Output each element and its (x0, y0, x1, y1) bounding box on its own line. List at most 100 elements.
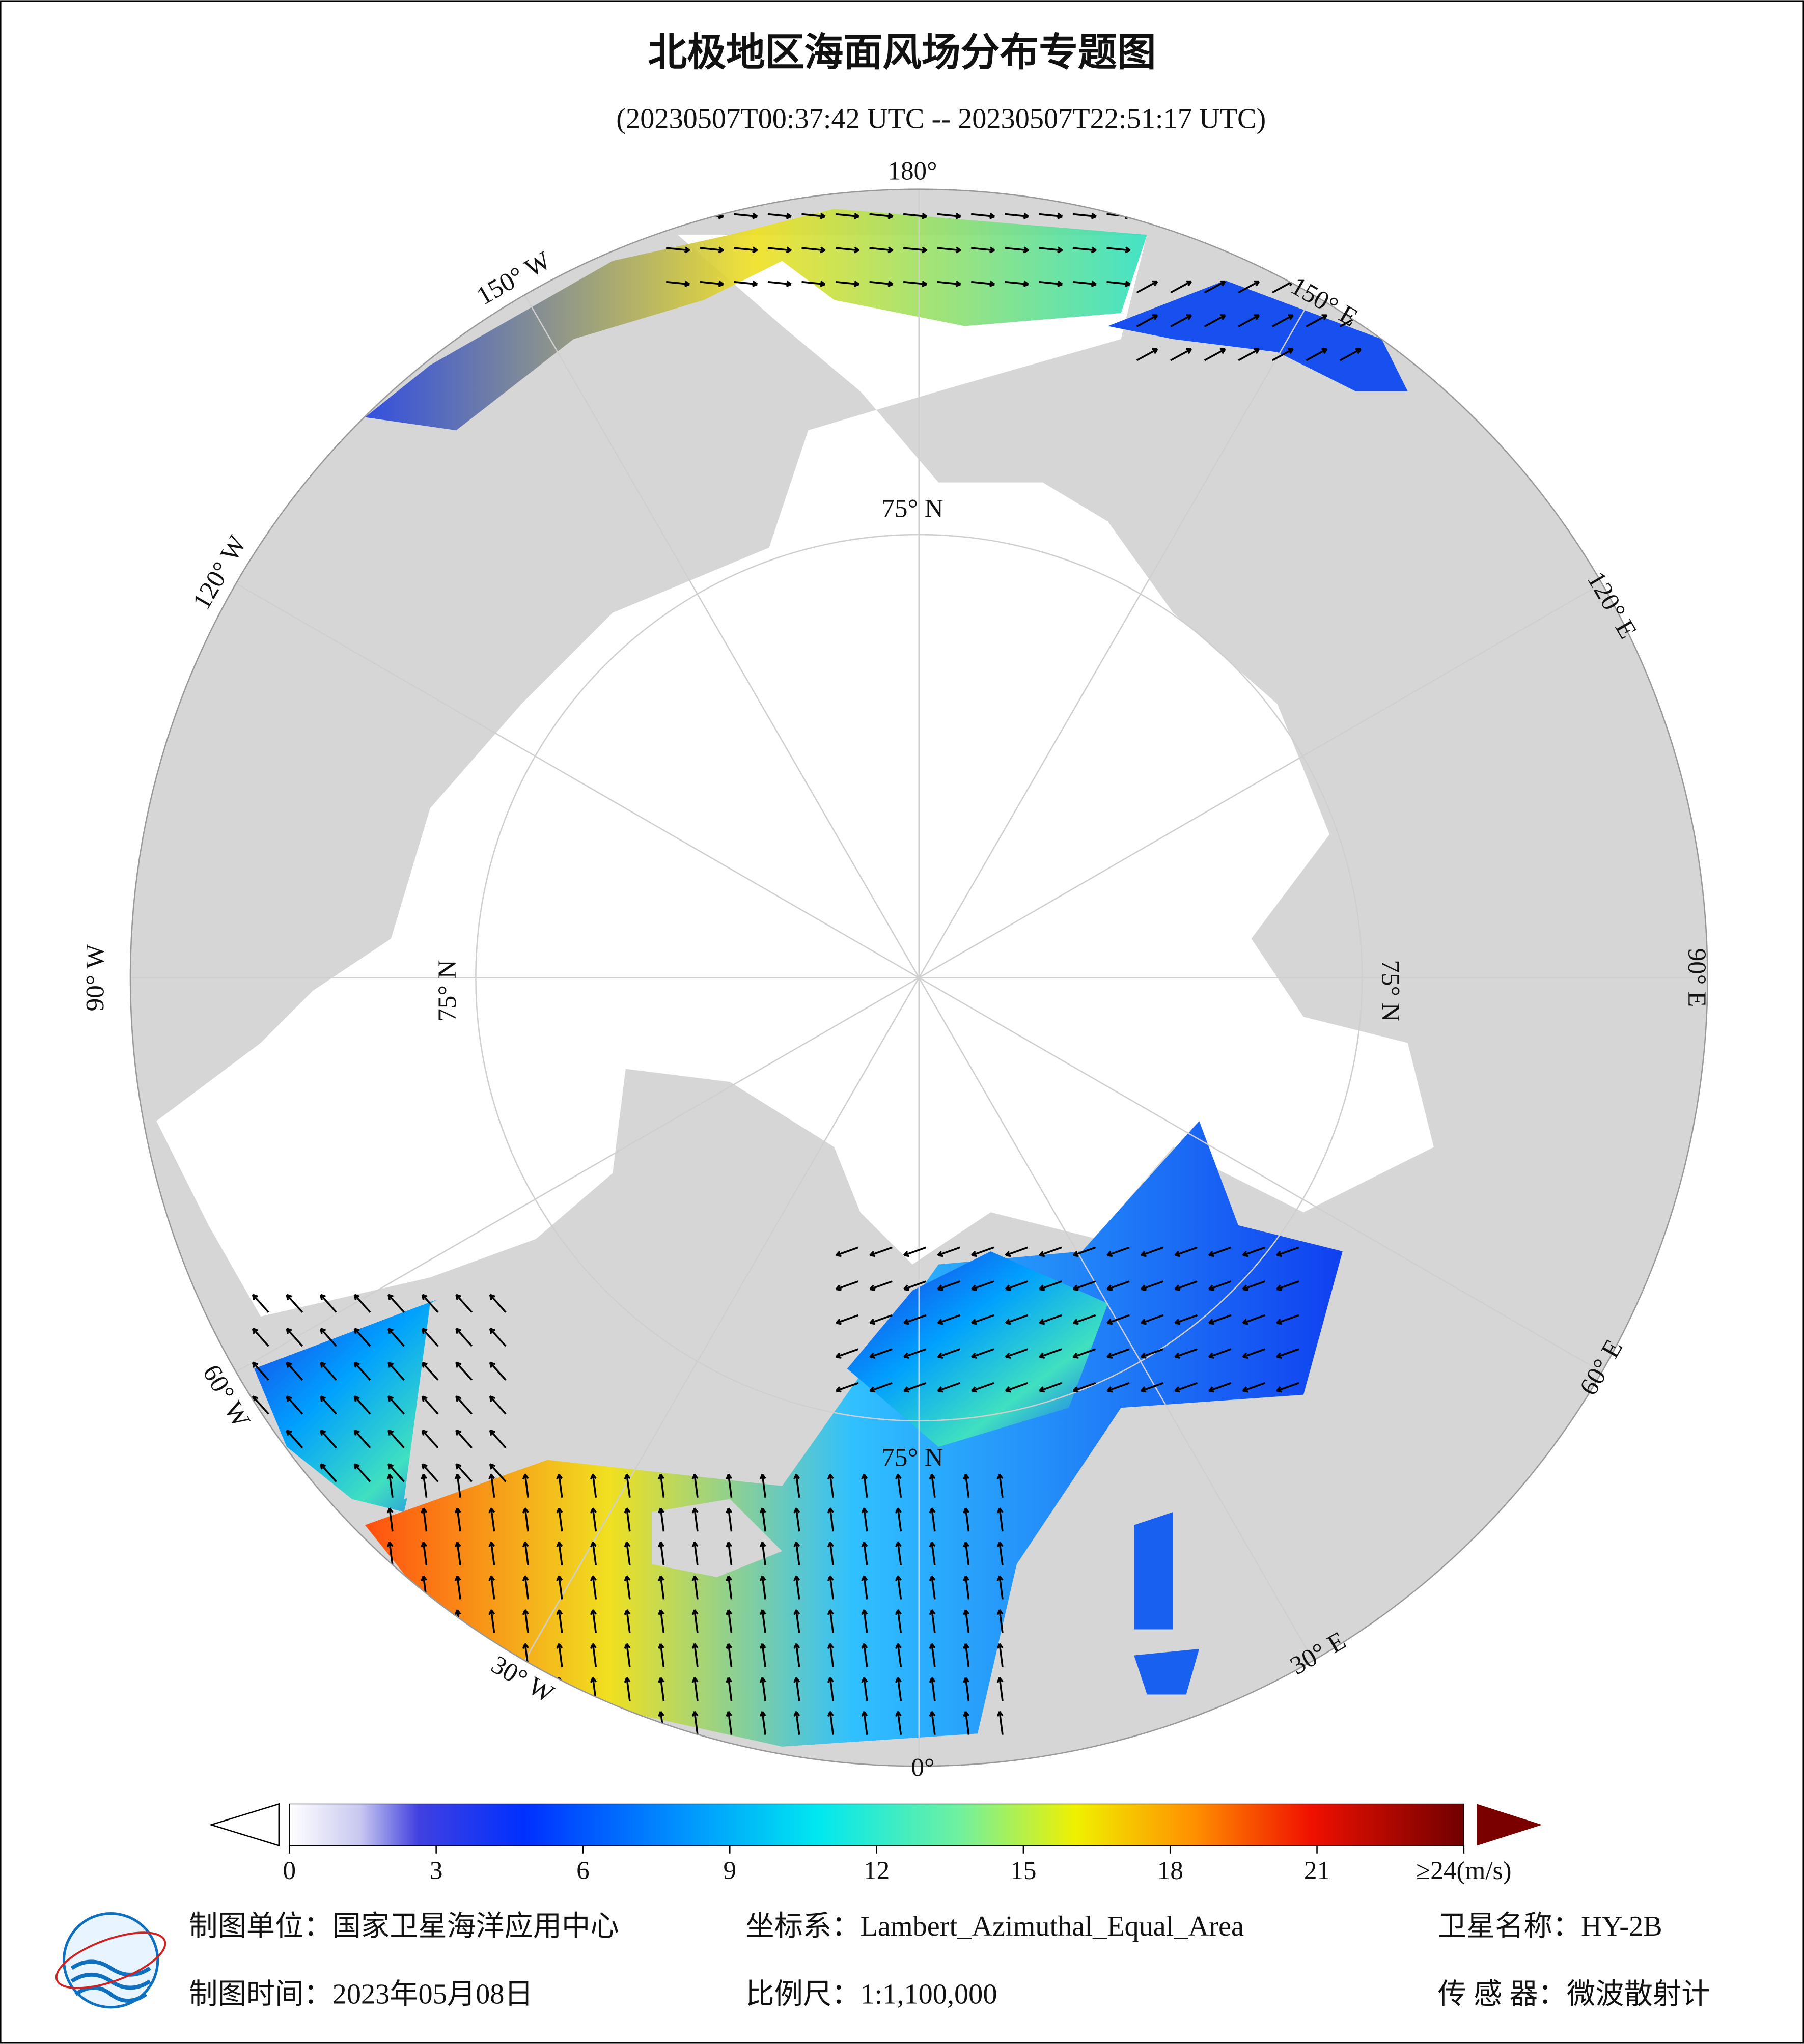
wind-arrow (1106, 1348, 1130, 1359)
wind-arrow (759, 1575, 766, 1600)
footer-text: 传 感 器：微波散射计 (1438, 1978, 1710, 2010)
wind-arrow (1242, 1280, 1266, 1291)
wind-arrow (658, 1609, 665, 1634)
wind-arrow (1136, 314, 1158, 327)
wind-arrow (1072, 1246, 1096, 1257)
wind-arrow (1072, 1382, 1096, 1393)
wind-arrow (386, 1677, 394, 1701)
wind-arrow (827, 1711, 835, 1735)
wind-arrow (835, 281, 859, 287)
wind-arrow (1276, 1280, 1299, 1291)
wind-arrow (929, 1575, 936, 1600)
graticule (524, 294, 920, 978)
wind-arrow (454, 1542, 461, 1566)
wind-arrow (1072, 281, 1097, 287)
wind-arrow (421, 1507, 428, 1532)
wind-arrow (421, 1328, 439, 1347)
wind-arrow (454, 1609, 461, 1634)
wind-arrow (861, 1542, 868, 1566)
wind-arrow (691, 1643, 699, 1667)
wind-arrow (835, 1314, 859, 1325)
wind-arrow (726, 1711, 733, 1735)
wind-arrow (488, 1711, 495, 1735)
wind-arrow (793, 1711, 800, 1735)
wind-arrow (1039, 1280, 1062, 1291)
wind-arrow (590, 1542, 597, 1566)
wind-arrow (869, 281, 894, 287)
wind-arrow (726, 1473, 733, 1498)
wind-arrow (903, 212, 928, 219)
wind-arrow (1106, 1246, 1130, 1257)
graticule (919, 977, 1602, 1373)
wind-arrow (666, 212, 690, 219)
wind-arrow (1174, 1246, 1198, 1257)
graticule (235, 582, 920, 978)
greenland (404, 1069, 835, 1499)
graticule-label: 75° N (1376, 960, 1405, 1021)
wind-arrow (869, 1280, 893, 1291)
wind-arrow (522, 1575, 529, 1600)
wind-arrow (386, 1473, 394, 1498)
wind-field (1107, 280, 1408, 391)
wind-arrow (759, 1711, 766, 1735)
wind-arrow (590, 1473, 597, 1498)
wind-arrow (971, 1280, 994, 1291)
wind-arrow (835, 246, 859, 254)
wind-arrow (971, 1246, 994, 1257)
wind-field (847, 1251, 1108, 1447)
wind-arrow (1072, 212, 1097, 219)
wind-arrow (252, 1294, 269, 1313)
wind-arrow (726, 1643, 733, 1667)
wind-arrow (658, 1677, 665, 1701)
wind-arrow (1039, 1314, 1062, 1325)
wind-arrow (793, 1542, 800, 1566)
wind-arrow (759, 1677, 766, 1701)
wind-arrow (793, 1609, 800, 1634)
wind-arrow (895, 1711, 902, 1735)
graticule-label: 90° E (1682, 948, 1711, 1007)
graticule-label: 180° (887, 157, 937, 186)
wind-arrow (658, 1473, 665, 1498)
wind-arrow (1306, 348, 1328, 361)
wind-arrow (903, 1314, 927, 1325)
wind-arrow (1005, 246, 1029, 254)
wind-arrow (454, 1643, 461, 1667)
wind-arrow (454, 1575, 461, 1600)
wind-arrow (522, 1507, 529, 1532)
wind-arrow (869, 1382, 893, 1393)
wind-arrow (421, 1542, 428, 1566)
wind-arrow (320, 1429, 337, 1449)
wind-arrow (455, 1361, 473, 1381)
wind-arrow (658, 1575, 665, 1600)
wind-arrow (1238, 280, 1260, 294)
wind-arrow (759, 1643, 766, 1667)
map (130, 189, 1708, 1767)
wind-arrow (386, 1643, 394, 1667)
wind-arrow (869, 1348, 893, 1359)
wind-arrow (489, 1294, 507, 1313)
wind-arrow (386, 1575, 394, 1600)
wind-arrow (421, 1429, 439, 1449)
wind-arrow (666, 246, 690, 254)
wind-arrow (353, 1463, 371, 1482)
wind-arrow (1204, 314, 1226, 327)
colorbar-tick-label: 9 (723, 1856, 736, 1885)
wind-arrow (522, 1473, 529, 1498)
wind-arrow (252, 1361, 269, 1381)
wind-arrow (1072, 1348, 1096, 1359)
wind-arrow (759, 1609, 766, 1634)
wind-arrow (861, 1711, 868, 1735)
wind-field (365, 1121, 1343, 1747)
wind-arrow (801, 281, 826, 287)
wind-arrow (590, 1711, 597, 1735)
wind-arrow (489, 1328, 507, 1347)
wind-arrow (996, 1507, 1004, 1532)
wind-arrow (700, 246, 724, 254)
wind-arrow (1005, 1348, 1029, 1359)
wind-arrow (320, 1395, 337, 1415)
wind-arrow (1072, 1280, 1096, 1291)
wind-arrow (421, 1609, 428, 1634)
footer-text: 坐标系：Lambert_Azimuthal_Equal_Area (745, 1911, 1244, 1942)
footer-text: 制图单位：国家卫星海洋应用中心 (189, 1911, 619, 1942)
wind-arrow (793, 1677, 800, 1701)
